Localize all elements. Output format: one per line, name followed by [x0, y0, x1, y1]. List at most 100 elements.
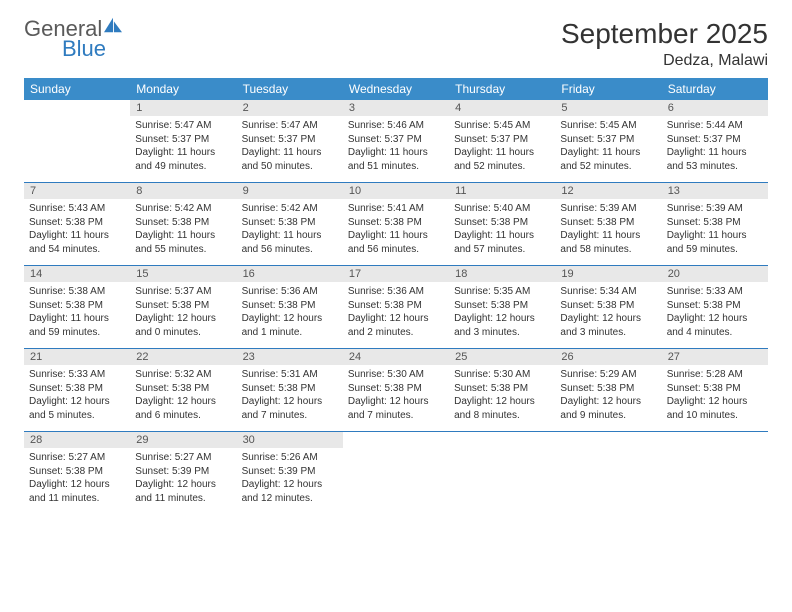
sunrise-text: Sunrise: 5:36 AM: [348, 285, 444, 299]
logo: General Blue: [24, 18, 124, 60]
sunrise-text: Sunrise: 5:39 AM: [560, 202, 656, 216]
sunrise-text: Sunrise: 5:43 AM: [29, 202, 125, 216]
sunset-text: Sunset: 5:39 PM: [135, 465, 231, 479]
page-header: General Blue September 2025 Dedza, Malaw…: [24, 18, 768, 70]
day-body: Sunrise: 5:28 AMSunset: 5:38 PMDaylight:…: [662, 365, 768, 427]
daylight-text: Daylight: 12 hours and 8 minutes.: [454, 395, 550, 422]
day-number: 22: [130, 349, 236, 365]
calendar-day: 15Sunrise: 5:37 AMSunset: 5:38 PMDayligh…: [130, 266, 236, 348]
daylight-text: Daylight: 11 hours and 49 minutes.: [135, 146, 231, 173]
calendar-day: 26Sunrise: 5:29 AMSunset: 5:38 PMDayligh…: [555, 349, 661, 431]
sunset-text: Sunset: 5:38 PM: [667, 216, 763, 230]
day-body: Sunrise: 5:37 AMSunset: 5:38 PMDaylight:…: [130, 282, 236, 344]
page-title: September 2025: [561, 18, 768, 50]
day-body: Sunrise: 5:35 AMSunset: 5:38 PMDaylight:…: [449, 282, 555, 344]
weekday-header: Wednesday: [343, 78, 449, 100]
sunrise-text: Sunrise: 5:37 AM: [135, 285, 231, 299]
sunset-text: Sunset: 5:38 PM: [348, 299, 444, 313]
sunrise-text: Sunrise: 5:30 AM: [348, 368, 444, 382]
sunset-text: Sunset: 5:38 PM: [667, 382, 763, 396]
daylight-text: Daylight: 12 hours and 10 minutes.: [667, 395, 763, 422]
day-number: 16: [237, 266, 343, 282]
calendar-day: 13Sunrise: 5:39 AMSunset: 5:38 PMDayligh…: [662, 183, 768, 265]
calendar-day: 12Sunrise: 5:39 AMSunset: 5:38 PMDayligh…: [555, 183, 661, 265]
day-number: 15: [130, 266, 236, 282]
sunrise-text: Sunrise: 5:31 AM: [242, 368, 338, 382]
calendar-day: 14Sunrise: 5:38 AMSunset: 5:38 PMDayligh…: [24, 266, 130, 348]
calendar-day: 21Sunrise: 5:33 AMSunset: 5:38 PMDayligh…: [24, 349, 130, 431]
calendar-day: 17Sunrise: 5:36 AMSunset: 5:38 PMDayligh…: [343, 266, 449, 348]
weekday-header: Tuesday: [237, 78, 343, 100]
day-number: 26: [555, 349, 661, 365]
sunrise-text: Sunrise: 5:33 AM: [29, 368, 125, 382]
calendar-week: 28Sunrise: 5:27 AMSunset: 5:38 PMDayligh…: [24, 432, 768, 514]
sunrise-text: Sunrise: 5:36 AM: [242, 285, 338, 299]
calendar-day: 7Sunrise: 5:43 AMSunset: 5:38 PMDaylight…: [24, 183, 130, 265]
sunset-text: Sunset: 5:38 PM: [454, 382, 550, 396]
sunrise-text: Sunrise: 5:34 AM: [560, 285, 656, 299]
weekday-header: Thursday: [449, 78, 555, 100]
day-number: 21: [24, 349, 130, 365]
day-body: Sunrise: 5:47 AMSunset: 5:37 PMDaylight:…: [237, 116, 343, 178]
sunrise-text: Sunrise: 5:45 AM: [560, 119, 656, 133]
daylight-text: Daylight: 12 hours and 11 minutes.: [135, 478, 231, 505]
day-body: Sunrise: 5:31 AMSunset: 5:38 PMDaylight:…: [237, 365, 343, 427]
logo-word-2: Blue: [62, 38, 124, 60]
weekday-header: Sunday: [24, 78, 130, 100]
day-body: Sunrise: 5:45 AMSunset: 5:37 PMDaylight:…: [449, 116, 555, 178]
sunrise-text: Sunrise: 5:41 AM: [348, 202, 444, 216]
sunset-text: Sunset: 5:37 PM: [560, 133, 656, 147]
day-body: Sunrise: 5:46 AMSunset: 5:37 PMDaylight:…: [343, 116, 449, 178]
sunset-text: Sunset: 5:37 PM: [667, 133, 763, 147]
daylight-text: Daylight: 12 hours and 5 minutes.: [29, 395, 125, 422]
day-number: 30: [237, 432, 343, 448]
sunset-text: Sunset: 5:38 PM: [667, 299, 763, 313]
daylight-text: Daylight: 12 hours and 12 minutes.: [242, 478, 338, 505]
sunset-text: Sunset: 5:38 PM: [242, 382, 338, 396]
day-body: Sunrise: 5:29 AMSunset: 5:38 PMDaylight:…: [555, 365, 661, 427]
day-body: Sunrise: 5:34 AMSunset: 5:38 PMDaylight:…: [555, 282, 661, 344]
day-body: Sunrise: 5:27 AMSunset: 5:38 PMDaylight:…: [24, 448, 130, 510]
location-label: Dedza, Malawi: [561, 52, 768, 70]
sunrise-text: Sunrise: 5:46 AM: [348, 119, 444, 133]
sail-icon: [102, 16, 124, 34]
sunset-text: Sunset: 5:38 PM: [348, 216, 444, 230]
calendar-day: .: [555, 432, 661, 514]
daylight-text: Daylight: 11 hours and 59 minutes.: [667, 229, 763, 256]
sunset-text: Sunset: 5:37 PM: [242, 133, 338, 147]
daylight-text: Daylight: 11 hours and 56 minutes.: [348, 229, 444, 256]
weekday-header: Friday: [555, 78, 661, 100]
sunrise-text: Sunrise: 5:27 AM: [135, 451, 231, 465]
daylight-text: Daylight: 11 hours and 53 minutes.: [667, 146, 763, 173]
day-number: 9: [237, 183, 343, 199]
sunrise-text: Sunrise: 5:47 AM: [135, 119, 231, 133]
daylight-text: Daylight: 12 hours and 7 minutes.: [348, 395, 444, 422]
daylight-text: Daylight: 12 hours and 11 minutes.: [29, 478, 125, 505]
day-body: Sunrise: 5:42 AMSunset: 5:38 PMDaylight:…: [237, 199, 343, 261]
daylight-text: Daylight: 11 hours and 51 minutes.: [348, 146, 444, 173]
sunset-text: Sunset: 5:37 PM: [135, 133, 231, 147]
daylight-text: Daylight: 12 hours and 9 minutes.: [560, 395, 656, 422]
calendar-week: 14Sunrise: 5:38 AMSunset: 5:38 PMDayligh…: [24, 266, 768, 349]
sunset-text: Sunset: 5:39 PM: [242, 465, 338, 479]
sunset-text: Sunset: 5:38 PM: [560, 299, 656, 313]
daylight-text: Daylight: 11 hours and 55 minutes.: [135, 229, 231, 256]
calendar-week: 21Sunrise: 5:33 AMSunset: 5:38 PMDayligh…: [24, 349, 768, 432]
sunrise-text: Sunrise: 5:28 AM: [667, 368, 763, 382]
calendar-day: 28Sunrise: 5:27 AMSunset: 5:38 PMDayligh…: [24, 432, 130, 514]
day-number: 29: [130, 432, 236, 448]
day-body: Sunrise: 5:47 AMSunset: 5:37 PMDaylight:…: [130, 116, 236, 178]
day-body: Sunrise: 5:33 AMSunset: 5:38 PMDaylight:…: [24, 365, 130, 427]
day-number: 25: [449, 349, 555, 365]
day-body: Sunrise: 5:38 AMSunset: 5:38 PMDaylight:…: [24, 282, 130, 344]
sunrise-text: Sunrise: 5:45 AM: [454, 119, 550, 133]
calendar-day: 24Sunrise: 5:30 AMSunset: 5:38 PMDayligh…: [343, 349, 449, 431]
calendar-day: .: [662, 432, 768, 514]
calendar-day: 9Sunrise: 5:42 AMSunset: 5:38 PMDaylight…: [237, 183, 343, 265]
calendar-day: 10Sunrise: 5:41 AMSunset: 5:38 PMDayligh…: [343, 183, 449, 265]
weekday-header-row: Sunday Monday Tuesday Wednesday Thursday…: [24, 78, 768, 100]
calendar-day: 8Sunrise: 5:42 AMSunset: 5:38 PMDaylight…: [130, 183, 236, 265]
daylight-text: Daylight: 11 hours and 58 minutes.: [560, 229, 656, 256]
weeks-container: .1Sunrise: 5:47 AMSunset: 5:37 PMDayligh…: [24, 100, 768, 514]
calendar-day: 6Sunrise: 5:44 AMSunset: 5:37 PMDaylight…: [662, 100, 768, 182]
